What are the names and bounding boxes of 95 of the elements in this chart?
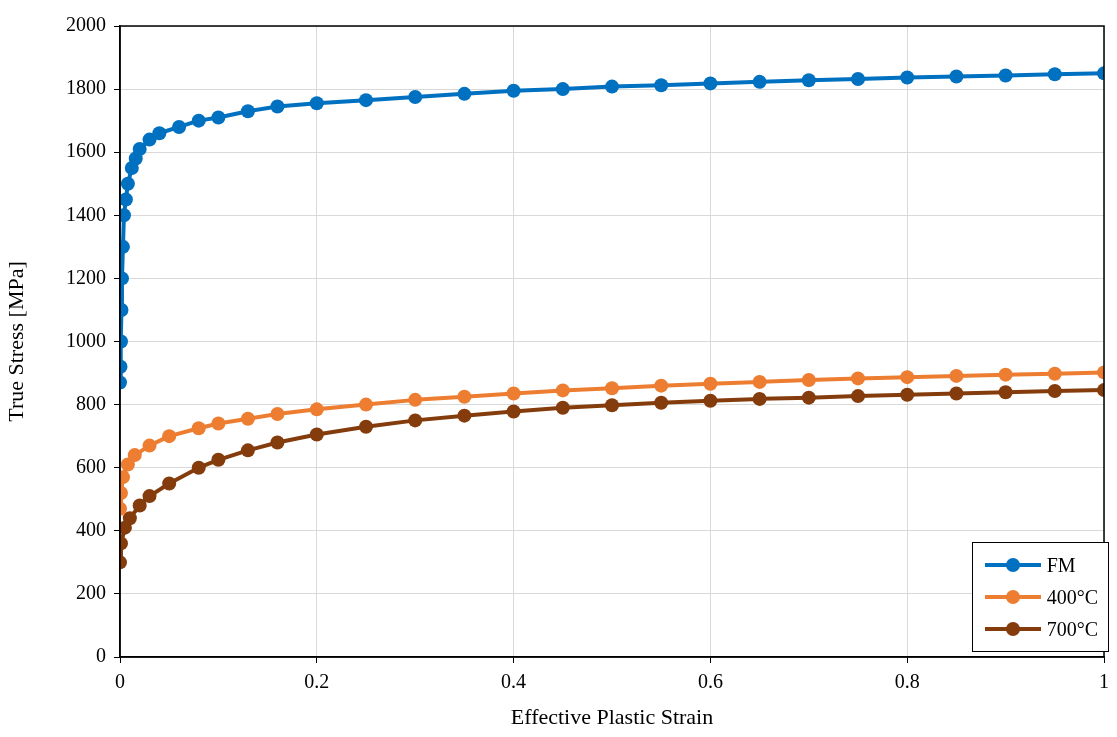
point xyxy=(132,498,147,513)
x-tick-label: 1 xyxy=(1099,670,1109,693)
point xyxy=(555,82,570,97)
point xyxy=(998,68,1013,83)
point xyxy=(240,104,255,119)
point xyxy=(900,70,915,85)
point xyxy=(457,408,472,423)
point xyxy=(605,398,619,413)
point xyxy=(162,476,177,491)
point xyxy=(191,113,206,128)
point xyxy=(408,413,423,428)
point xyxy=(900,370,915,385)
point xyxy=(457,389,472,404)
point xyxy=(120,192,133,207)
legend-label: 700°C xyxy=(1046,617,1098,641)
point xyxy=(240,411,255,426)
y-tick-label: 0 xyxy=(96,644,106,667)
point xyxy=(270,99,285,114)
point xyxy=(211,452,226,467)
point xyxy=(240,443,255,458)
point xyxy=(851,389,865,404)
point xyxy=(998,385,1013,400)
point xyxy=(1047,67,1062,82)
point xyxy=(132,142,147,157)
point xyxy=(506,386,521,401)
point xyxy=(703,376,718,391)
point xyxy=(142,489,157,504)
point xyxy=(801,372,816,387)
y-tick-label: 1400 xyxy=(66,202,106,225)
point xyxy=(752,391,767,406)
point xyxy=(949,69,964,84)
point xyxy=(851,371,865,386)
point xyxy=(211,110,226,125)
point xyxy=(801,390,816,405)
point xyxy=(1047,366,1062,381)
point xyxy=(654,78,669,93)
point xyxy=(359,93,373,108)
point xyxy=(152,126,167,141)
point xyxy=(309,96,324,111)
point xyxy=(309,427,324,442)
point xyxy=(191,460,206,475)
point xyxy=(309,402,324,417)
point xyxy=(122,511,137,526)
y-tick-label: 800 xyxy=(76,391,106,414)
point xyxy=(654,378,669,393)
point xyxy=(120,176,135,191)
point xyxy=(506,83,521,98)
legend-label: 400°C xyxy=(1046,585,1098,609)
y-tick-label: 400 xyxy=(76,518,106,541)
point xyxy=(654,395,669,410)
point xyxy=(270,407,285,422)
point xyxy=(270,435,285,450)
x-tick-label: 0.4 xyxy=(501,670,527,693)
point xyxy=(605,79,619,94)
point xyxy=(120,457,135,472)
point xyxy=(359,419,373,434)
point xyxy=(555,383,570,398)
y-tick-label: 1200 xyxy=(66,265,106,288)
y-tick-label: 2000 xyxy=(66,13,106,36)
point xyxy=(172,119,187,134)
x-tick-label: 0.2 xyxy=(304,670,330,693)
point xyxy=(949,368,964,383)
point xyxy=(211,416,226,431)
point xyxy=(191,421,206,436)
x-tick-label: 0.6 xyxy=(697,670,723,693)
point xyxy=(1047,384,1062,399)
point xyxy=(127,448,142,463)
point xyxy=(752,374,767,389)
point xyxy=(408,89,423,104)
point xyxy=(703,393,718,408)
point xyxy=(752,74,767,89)
y-tick-label: 1000 xyxy=(66,328,106,351)
y-tick-label: 1800 xyxy=(66,76,106,99)
y-tick-label: 600 xyxy=(76,454,106,477)
point xyxy=(949,386,964,401)
point xyxy=(408,392,423,407)
point xyxy=(555,400,570,415)
y-tick-label: 200 xyxy=(76,581,106,604)
point xyxy=(851,72,865,86)
x-tick-label: 0.8 xyxy=(894,670,920,693)
point xyxy=(359,397,373,412)
point xyxy=(605,381,619,396)
point xyxy=(801,73,816,88)
y-axis-title: True Stress [MPa] xyxy=(2,261,28,422)
point xyxy=(457,86,472,101)
x-tick-label: 0 xyxy=(115,670,125,693)
point xyxy=(506,404,521,419)
point xyxy=(142,438,157,453)
y-tick-label: 1600 xyxy=(66,139,106,162)
point xyxy=(162,429,177,444)
point xyxy=(900,387,915,402)
point xyxy=(998,367,1013,382)
legend-label: FM xyxy=(1046,553,1076,577)
x-axis-title: Effective Plastic Strain xyxy=(510,703,714,729)
point xyxy=(703,76,718,91)
